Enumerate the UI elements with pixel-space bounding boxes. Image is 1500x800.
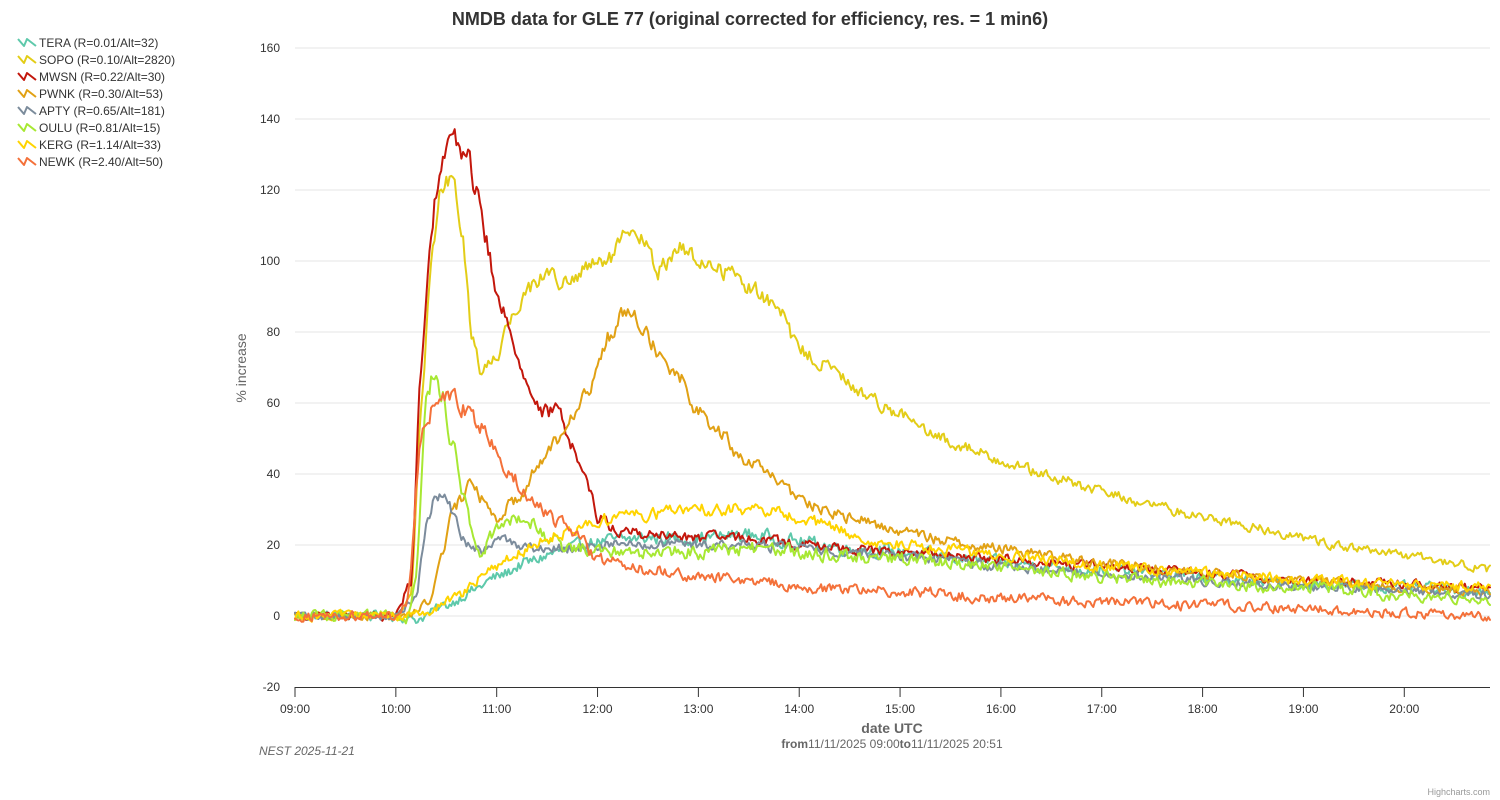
y-gridlines bbox=[295, 47, 1490, 617]
legend: TERA (R=0.01/Alt=32) SOPO (R=0.10/Alt=282… bbox=[17, 36, 175, 169]
range-to-label: to bbox=[900, 737, 911, 751]
y-tick-label: 120 bbox=[260, 183, 280, 197]
x-tick-label: 20:00 bbox=[1389, 702, 1419, 716]
series-line-apty[interactable] bbox=[294, 493, 1491, 621]
legend-item-sopo[interactable]: SOPO (R=0.10/Alt=2820) bbox=[17, 53, 175, 67]
chart-title: NMDB data for GLE 77 (original corrected… bbox=[452, 9, 1048, 29]
y-tick-labels: -20 0 20 40 60 80 100 120 140 160 bbox=[260, 41, 280, 694]
legend-label: NEWK (R=2.40/Alt=50) bbox=[39, 155, 163, 169]
range-to-value: 11/11/2025 20:51 bbox=[911, 737, 1003, 751]
legend-symbol-icon bbox=[17, 55, 37, 64]
range-from-value: 11/11/2025 09:00 bbox=[808, 737, 900, 751]
legend-item-kerg[interactable]: KERG (R=1.14/Alt=33) bbox=[17, 138, 161, 152]
series-line-newk[interactable] bbox=[294, 387, 1491, 623]
y-tick-label: 40 bbox=[267, 467, 281, 481]
x-tick-label: 09:00 bbox=[280, 702, 310, 716]
series-line-oulu[interactable] bbox=[294, 375, 1491, 625]
x-axis-title: date UTC bbox=[861, 720, 922, 736]
legend-symbol-icon bbox=[17, 123, 37, 132]
series-line-kerg[interactable] bbox=[294, 502, 1491, 623]
x-tick-label: 12:00 bbox=[583, 702, 613, 716]
legend-label: TERA (R=0.01/Alt=32) bbox=[39, 36, 158, 50]
y-tick-label: 160 bbox=[260, 41, 280, 55]
legend-item-newk[interactable]: NEWK (R=2.40/Alt=50) bbox=[17, 155, 163, 169]
x-ticks: 09:00 10:00 11:00 12:00 13:00 14:00 15:00 16:00… bbox=[280, 687, 1420, 716]
legend-label: MWSN (R=0.22/Alt=30) bbox=[39, 70, 165, 84]
y-tick-label: -20 bbox=[263, 680, 281, 694]
legend-symbol-icon bbox=[17, 106, 37, 115]
legend-label: KERG (R=1.14/Alt=33) bbox=[39, 138, 161, 152]
x-tick-label: 15:00 bbox=[885, 702, 915, 716]
x-tick-label: 18:00 bbox=[1188, 702, 1218, 716]
x-tick-label: 17:00 bbox=[1087, 702, 1117, 716]
legend-symbol-icon bbox=[17, 38, 37, 47]
legend-symbol-icon bbox=[17, 140, 37, 149]
legend-label: PWNK (R=0.30/Alt=53) bbox=[39, 87, 163, 101]
y-tick-label: 140 bbox=[260, 112, 280, 126]
y-tick-label: 20 bbox=[267, 538, 281, 552]
legend-symbol-icon bbox=[17, 157, 37, 166]
legend-item-pwnk[interactable]: PWNK (R=0.30/Alt=53) bbox=[17, 87, 163, 101]
legend-item-tera[interactable]: TERA (R=0.01/Alt=32) bbox=[17, 36, 158, 50]
legend-symbol-icon bbox=[17, 89, 37, 98]
legend-symbol-icon bbox=[17, 72, 37, 81]
legend-item-apty[interactable]: APTY (R=0.65/Alt=181) bbox=[17, 104, 165, 118]
legend-label: APTY (R=0.65/Alt=181) bbox=[39, 104, 165, 118]
series-group bbox=[294, 128, 1491, 625]
nest-caption: NEST 2025-11-21 bbox=[259, 744, 355, 758]
legend-item-oulu[interactable]: OULU (R=0.81/Alt=15) bbox=[17, 121, 160, 135]
x-tick-label: 16:00 bbox=[986, 702, 1016, 716]
x-tick-label: 10:00 bbox=[381, 702, 411, 716]
x-tick-label: 14:00 bbox=[784, 702, 814, 716]
y-axis-title: % increase bbox=[233, 333, 249, 402]
y-tick-label: 100 bbox=[260, 254, 280, 268]
legend-item-mwsn[interactable]: MWSN (R=0.22/Alt=30) bbox=[17, 70, 165, 84]
x-tick-label: 19:00 bbox=[1288, 702, 1318, 716]
x-tick-label: 11:00 bbox=[482, 702, 511, 716]
highcharts-credit[interactable]: Highcharts.com bbox=[1427, 787, 1490, 797]
range-from-label: from bbox=[781, 737, 808, 751]
y-tick-label: 60 bbox=[267, 396, 281, 410]
legend-label: OULU (R=0.81/Alt=15) bbox=[39, 121, 160, 135]
x-tick-label: 13:00 bbox=[683, 702, 713, 716]
y-tick-label: 0 bbox=[273, 609, 280, 623]
x-axis-date-range: from11/11/2025 09:00to11/11/2025 20:51 bbox=[781, 737, 1003, 751]
series-line-sopo[interactable] bbox=[294, 174, 1491, 622]
legend-label: SOPO (R=0.10/Alt=2820) bbox=[39, 53, 175, 67]
y-tick-label: 80 bbox=[267, 325, 281, 339]
